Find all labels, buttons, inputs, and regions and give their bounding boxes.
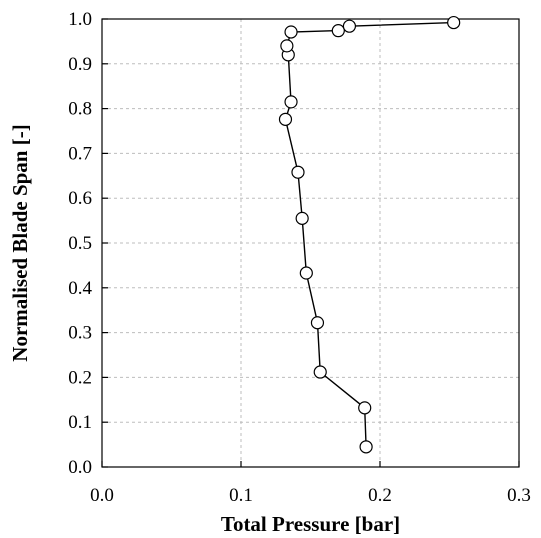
y-tick-label: 0.6 — [68, 188, 92, 209]
data-point — [291, 165, 305, 179]
data-point — [284, 25, 298, 39]
data-point — [295, 211, 309, 225]
data-point — [359, 440, 373, 454]
data-point — [342, 19, 357, 33]
data-point — [299, 266, 313, 280]
x-axis-title: Total Pressure [bar] — [221, 512, 400, 536]
series-line — [284, 21, 454, 447]
x-tick-label: 0.2 — [368, 485, 392, 506]
x-tick-label: 0.0 — [90, 485, 114, 506]
data-point — [313, 365, 327, 379]
y-axis-title: Normalised Blade Span [-] — [8, 124, 32, 361]
y-tick-label: 1.0 — [68, 9, 92, 30]
x-tick-label: 0.3 — [507, 485, 531, 506]
y-tick-label: 0.8 — [68, 99, 92, 120]
data-point — [278, 112, 293, 126]
data-point — [310, 316, 325, 330]
data-point — [358, 401, 372, 415]
y-tick-labels: 0.0 0.1 0.2 0.3 0.4 0.5 0.6 0.7 0.8 0.9 1.0 — [68, 9, 92, 478]
y-tick-label: 0.3 — [68, 323, 92, 344]
y-tick-label: 0.9 — [68, 54, 92, 75]
y-tick-label: 0.2 — [68, 367, 92, 388]
data-points — [278, 15, 461, 454]
data-point — [284, 95, 298, 109]
x-tick-label: 0.1 — [229, 485, 253, 506]
data-point — [447, 15, 461, 30]
y-tick-label: 0.1 — [68, 412, 92, 433]
grid-lines — [102, 19, 519, 467]
y-tick-label: 0.5 — [68, 233, 92, 254]
y-tick-label: 0.4 — [68, 278, 92, 299]
plot-frame — [101, 18, 520, 468]
data-point — [280, 39, 294, 53]
y-tick-label: 0.0 — [68, 457, 92, 478]
y-tick-label: 0.7 — [68, 143, 92, 164]
x-tick-labels: 0.0 0.1 0.2 0.3 — [90, 485, 531, 506]
data-point — [331, 24, 345, 38]
